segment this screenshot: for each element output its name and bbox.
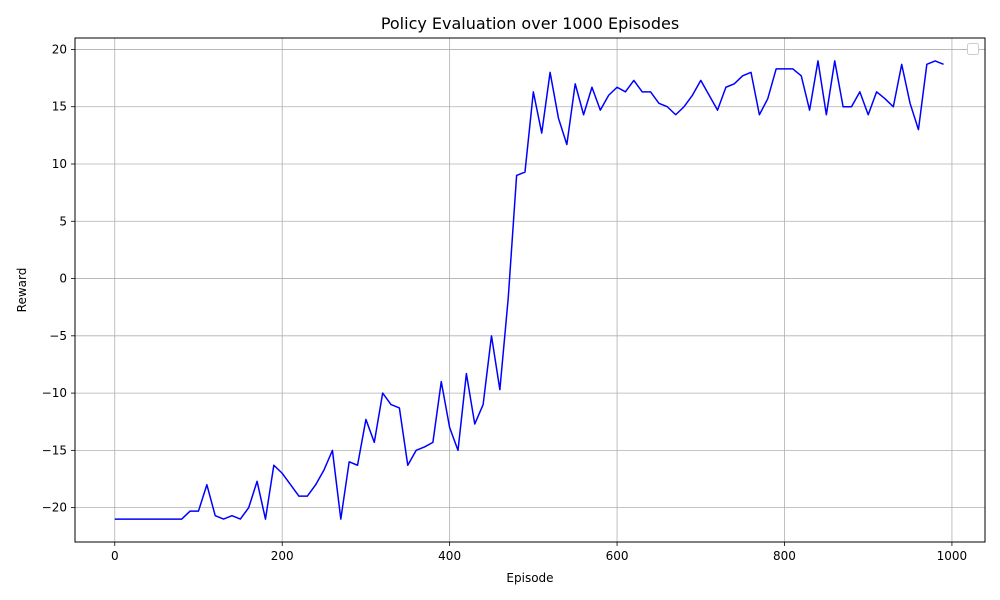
x-axis: 0 200 400 600 800 1000 xyxy=(111,542,967,563)
x-tick-label: 0 xyxy=(111,549,119,563)
y-axis-label: Reward xyxy=(15,268,29,313)
grid xyxy=(75,38,985,542)
y-tick-label: 10 xyxy=(52,157,67,171)
x-tick-label: 800 xyxy=(773,549,796,563)
x-tick-label: 600 xyxy=(606,549,629,563)
chart-title: Policy Evaluation over 1000 Episodes xyxy=(381,14,679,33)
x-tick-label: 400 xyxy=(438,549,461,563)
legend-box xyxy=(967,43,979,55)
y-tick-label: −5 xyxy=(49,329,67,343)
x-tick-label: 1000 xyxy=(937,549,968,563)
y-axis: −20 −15 −10 −5 0 5 10 15 20 xyxy=(42,42,75,515)
x-axis-label: Episode xyxy=(506,571,553,585)
y-tick-label: 15 xyxy=(52,100,67,114)
y-tick-label: 5 xyxy=(59,214,67,228)
series-line xyxy=(114,60,944,520)
y-tick-label: −20 xyxy=(42,501,67,515)
series-layer xyxy=(114,60,944,520)
plot-frame xyxy=(74,37,986,543)
y-tick-label: −15 xyxy=(42,443,67,457)
y-tick-label: 0 xyxy=(59,272,67,286)
x-tick-label: 200 xyxy=(271,549,294,563)
y-tick-label: −10 xyxy=(42,386,67,400)
y-tick-label: 20 xyxy=(52,42,67,56)
